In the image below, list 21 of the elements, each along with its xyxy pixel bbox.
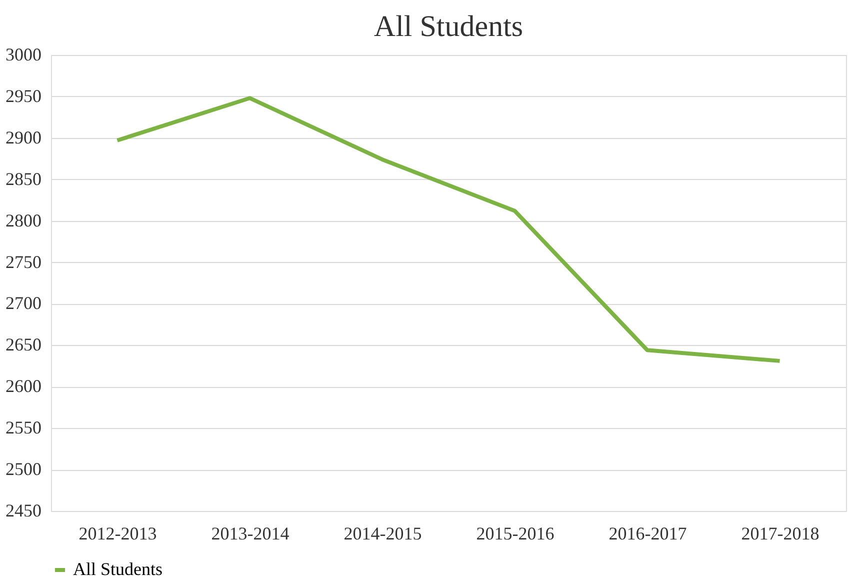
y-tick-label: 2550: [6, 418, 42, 438]
chart-title: All Students: [374, 10, 524, 43]
y-tick-label: 2900: [6, 127, 42, 148]
y-tick-label: 2850: [6, 168, 42, 189]
y-tick-label: 2500: [6, 459, 42, 480]
line-series: [115, 96, 782, 363]
y-tick-label: 2650: [6, 334, 42, 355]
x-tick-label: 2012-2013: [78, 524, 157, 544]
x-tick-label: 2016-2017: [608, 524, 687, 544]
y-tick-label: 2450: [6, 500, 42, 520]
y-tick-label: 2600: [6, 376, 42, 396]
x-tick-label: 2013-2014: [211, 524, 290, 544]
y-tick-label: 3000: [6, 44, 42, 64]
y-tick-label: 2800: [6, 210, 42, 230]
x-tick-label: 2014-2015: [344, 524, 422, 544]
y-tick-label: 2750: [6, 252, 42, 272]
x-tick-label: 2015-2016: [476, 524, 554, 544]
y-tick-label: 2950: [6, 86, 42, 106]
y-tick-label: 2700: [6, 293, 42, 314]
x-tick-label: 2017-2018: [741, 524, 820, 544]
legend-label: All Students: [73, 559, 163, 579]
